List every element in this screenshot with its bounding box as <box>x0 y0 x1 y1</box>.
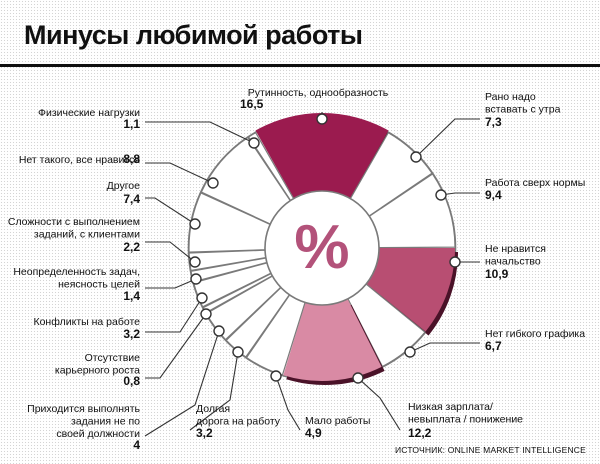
slice-marker-3 <box>435 189 447 201</box>
value-label-8: 3,2 <box>196 426 213 440</box>
slice-6 <box>283 298 382 382</box>
value-label-10: 0,8 <box>123 374 140 388</box>
category-label-7: Мало работы <box>305 415 370 427</box>
source-note: ИСТОЧНИК: ONLINE MARKET INTELLIGENCE <box>394 445 586 455</box>
leader-line-12 <box>145 278 197 289</box>
category-label-2: Рано надо вставать с утра <box>485 91 561 116</box>
category-label-14: Другое <box>107 180 141 192</box>
leader-line-3 <box>440 192 480 196</box>
category-label-12: Неопределенность задач, неясность целей <box>13 266 140 291</box>
value-label-9: 4 <box>133 438 140 452</box>
leader-line-10 <box>145 313 207 379</box>
slice-marker-1 <box>316 113 328 125</box>
leader-line-13 <box>145 241 196 263</box>
percent-sign: % <box>294 213 349 282</box>
value-label-13: 2,2 <box>123 240 140 254</box>
slice-marker-12 <box>190 273 202 285</box>
value-label-14: 7,4 <box>123 192 140 206</box>
slice-marker-5 <box>404 346 416 358</box>
category-label-6: Низкая зарплата/невыплата / понижение <box>408 401 523 426</box>
slice-marker-8 <box>232 346 244 358</box>
value-label-6: 12,2 <box>408 426 432 440</box>
slice-4 <box>366 248 455 332</box>
category-label-13: Сложности с выполнением заданий, с клиент… <box>8 216 140 241</box>
leader-line-15 <box>145 162 214 184</box>
category-label-5: Нет гибкого графика <box>485 328 585 340</box>
chart-title: Минусы любимой работы <box>24 20 363 50</box>
slice-marker-7 <box>270 370 282 382</box>
leader-line-6 <box>357 377 401 431</box>
slice-marker-16 <box>248 137 260 149</box>
value-label-1: 16,5 <box>240 97 264 111</box>
slice-marker-9 <box>213 325 225 337</box>
slice-marker-11 <box>196 292 208 304</box>
leader-line-8 <box>189 351 239 431</box>
leader-line-14 <box>145 197 196 225</box>
slice-marker-4 <box>449 256 461 268</box>
value-label-3: 9,4 <box>485 188 502 202</box>
value-label-16: 1,1 <box>123 117 140 131</box>
value-label-11: 3,2 <box>123 327 140 341</box>
category-label-3: Работа сверх нормы <box>485 177 585 189</box>
leader-line-16 <box>145 121 255 144</box>
value-label-15: 8,8 <box>123 152 140 166</box>
leader-line-7 <box>275 375 301 431</box>
title-divider <box>0 64 600 67</box>
slice-marker-13 <box>189 256 201 268</box>
value-label-12: 1,4 <box>123 289 140 303</box>
donut-hole <box>264 190 380 306</box>
value-label-2: 7,3 <box>485 115 502 129</box>
category-label-16: Физические нагрузки <box>38 107 140 119</box>
leader-line-2 <box>415 118 480 158</box>
leader-line-11 <box>145 297 203 333</box>
category-label-9: Приходится выполнять задания не по своей д… <box>27 403 140 440</box>
category-label-1: Рутинность, однообразность <box>248 87 389 99</box>
category-label-10: Отсутствие карьерного роста <box>55 352 140 377</box>
category-label-4: Не нравится начальство <box>485 243 546 268</box>
slice-marker-6 <box>352 372 364 384</box>
leader-line-9 <box>144 330 220 437</box>
value-label-5: 6,7 <box>485 339 502 353</box>
slice-1 <box>255 112 389 199</box>
slice-marker-2 <box>410 151 422 163</box>
value-label-4: 10,9 <box>485 267 509 281</box>
category-label-8: Долгая дорога на работу <box>196 403 281 428</box>
category-label-11: Конфликты на работе <box>33 316 140 328</box>
slice-marker-14 <box>189 218 201 230</box>
leader-line-5 <box>409 342 480 353</box>
slice-marker-10 <box>200 308 212 320</box>
category-label-15: Нет такого, все нравится <box>19 154 140 166</box>
value-label-7: 4,9 <box>305 426 322 440</box>
slice-marker-15 <box>207 177 219 189</box>
